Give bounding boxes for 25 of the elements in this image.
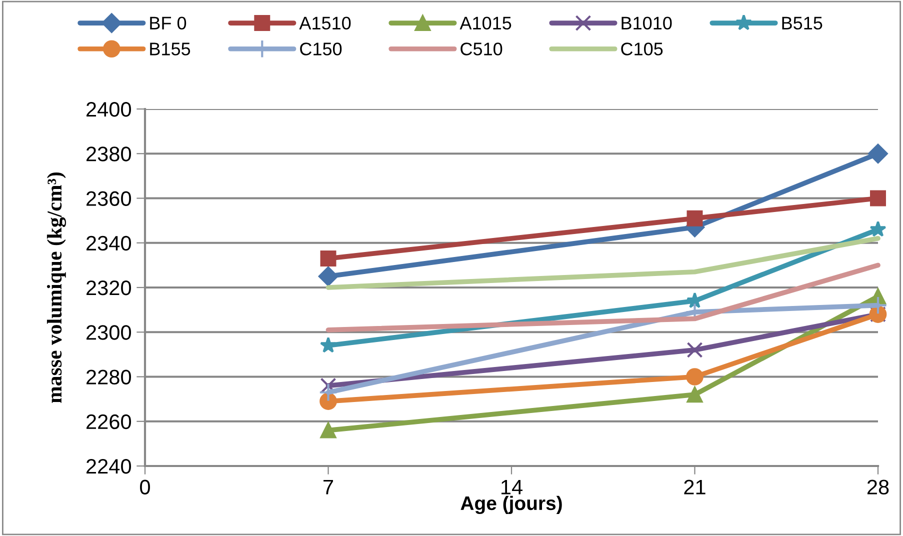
y-tick-label: 2380 — [86, 146, 131, 162]
y-axis-title: masse volumique (kg/cm³) — [46, 172, 66, 403]
y-tick-label: 2400 — [86, 102, 131, 117]
legend-label: B155 — [150, 42, 190, 56]
y-tick-label: 2240 — [86, 459, 131, 474]
x-tick-label: 14 — [502, 480, 522, 494]
legend-label: A1015 — [460, 16, 512, 30]
legend-label: B515 — [782, 16, 822, 30]
legend-label: A1510 — [299, 16, 351, 30]
legend-label: C150 — [300, 42, 342, 56]
y-tick-label: 2300 — [86, 325, 131, 340]
x-tick-label: 7 — [324, 480, 333, 494]
x-tick-label: 28 — [867, 480, 889, 494]
legend-label: C510 — [460, 42, 502, 56]
y-tick-label: 2340 — [86, 236, 131, 251]
legend-label: C105 — [621, 42, 663, 56]
y-tick-label: 2280 — [86, 370, 131, 385]
legend-label: BF 0 — [150, 16, 186, 30]
y-tick-label: 2260 — [86, 414, 131, 430]
x-tick-label: 0 — [140, 480, 150, 494]
x-tick-label: 21 — [684, 480, 706, 494]
y-tick-label: 2320 — [86, 280, 131, 296]
y-tick-label: 2360 — [86, 191, 131, 206]
x-axis-title: Age (jours) — [460, 496, 562, 514]
legend-label: B1010 — [622, 16, 672, 30]
